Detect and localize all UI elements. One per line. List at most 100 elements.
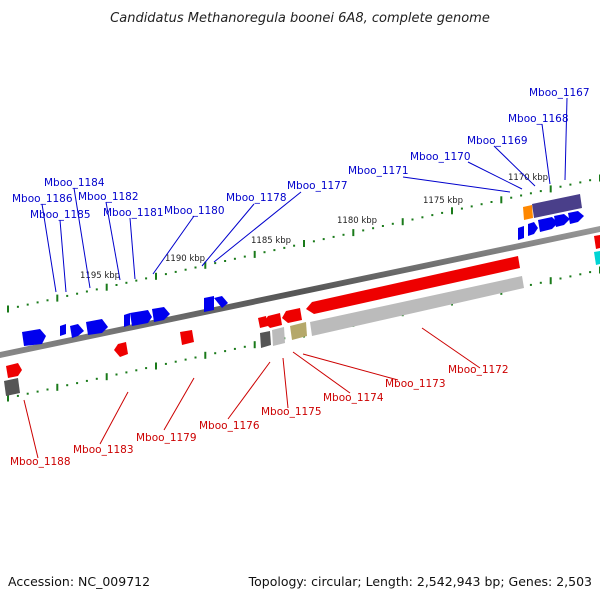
minor-tick <box>26 392 29 395</box>
minor-tick <box>372 227 375 230</box>
minor-tick <box>391 222 394 225</box>
major-tick <box>7 394 9 402</box>
label-mboo-1181[interactable]: Mboo_1181 <box>103 207 164 219</box>
minor-tick <box>589 271 592 274</box>
label-mboo-1188[interactable]: Mboo_1188 <box>10 456 71 468</box>
accession-text: Accession: NC_009712 <box>8 574 150 589</box>
minor-tick <box>66 384 69 387</box>
label-mboo-1167[interactable]: Mboo_1167 <box>529 87 590 99</box>
gene-mboo-1176b[interactable] <box>258 316 268 328</box>
minor-tick <box>569 275 572 278</box>
gene-mboo-1184[interactable] <box>86 319 108 335</box>
gene-mboo-1167[interactable] <box>568 211 584 224</box>
label-mboo-1178[interactable]: Mboo_1178 <box>226 192 287 204</box>
minor-tick <box>431 214 434 217</box>
kbp-label-1170: 1170 kbp <box>508 173 548 183</box>
gene-mboo-1176[interactable] <box>264 313 282 328</box>
label-mboo-1186[interactable]: Mboo_1186 <box>12 193 73 205</box>
minor-tick <box>243 255 246 258</box>
lower-gene-labels: Mboo_1172 Mboo_1173 Mboo_1174 Mboo_1175 … <box>10 364 509 468</box>
label-mboo-1173[interactable]: Mboo_1173 <box>385 378 446 390</box>
label-mboo-1180[interactable]: Mboo_1180 <box>164 205 225 217</box>
minor-tick <box>224 260 227 262</box>
major-tick <box>204 351 207 359</box>
label-mboo-1182[interactable]: Mboo_1182 <box>78 191 139 203</box>
minor-tick <box>194 356 197 359</box>
minor-tick <box>214 352 217 355</box>
minor-tick <box>85 290 88 293</box>
gene-block-khaki[interactable] <box>290 322 307 340</box>
gene-block-purple[interactable] <box>532 194 582 218</box>
gene-mboo-1180[interactable] <box>152 307 170 322</box>
label-mboo-1170[interactable]: Mboo_1170 <box>410 151 471 163</box>
gene-mboo-1182[interactable] <box>124 313 130 327</box>
minor-tick <box>145 367 148 370</box>
kbp-label-1185: 1185 kbp <box>251 236 291 246</box>
minor-tick <box>312 240 315 243</box>
major-tick <box>253 341 256 349</box>
gene-mboo-1171[interactable] <box>518 226 524 240</box>
minor-tick <box>579 273 582 276</box>
minor-tick <box>36 301 39 304</box>
label-mboo-1183[interactable]: Mboo_1183 <box>73 444 134 456</box>
label-mboo-1175[interactable]: Mboo_1175 <box>261 406 322 418</box>
gene-mboo-1183[interactable] <box>114 342 128 357</box>
gene-mboo-1188[interactable] <box>6 363 22 378</box>
minor-tick <box>36 390 39 393</box>
minor-tick <box>16 394 19 397</box>
minor-tick <box>529 192 532 195</box>
gene-mboo-1170[interactable] <box>528 222 538 236</box>
major-tick <box>303 240 305 247</box>
gene-mboo-1175-block[interactable] <box>282 308 302 323</box>
gene-block-dark-gray[interactable] <box>260 331 271 348</box>
minor-tick <box>164 273 167 276</box>
label-mboo-1169[interactable]: Mboo_1169 <box>467 135 528 147</box>
gene-block-orange[interactable] <box>523 205 533 220</box>
gene-block-cyan[interactable] <box>594 251 600 265</box>
label-mboo-1177[interactable]: Mboo_1177 <box>287 180 348 192</box>
major-tick <box>155 272 157 280</box>
minor-tick <box>26 303 29 306</box>
major-tick <box>105 283 108 291</box>
minor-tick <box>214 262 217 265</box>
label-mboo-1171[interactable]: Mboo_1171 <box>348 165 409 177</box>
minor-tick <box>135 279 138 282</box>
gene-red-edge[interactable] <box>594 235 600 249</box>
gene-block-light-gray[interactable] <box>272 327 285 346</box>
gene-mboo-1168[interactable] <box>554 214 570 227</box>
gene-mboo-1181[interactable] <box>130 310 152 326</box>
upper-callout-lines <box>41 97 568 293</box>
label-mboo-1168[interactable]: Mboo_1168 <box>508 113 569 125</box>
major-tick <box>56 294 59 302</box>
minor-tick <box>441 211 444 214</box>
gene-mboo-1186[interactable] <box>60 324 66 336</box>
label-mboo-1184[interactable]: Mboo_1184 <box>44 177 105 189</box>
gene-mboo-1178[interactable] <box>204 296 214 312</box>
gene-block-dark-gray-left[interactable] <box>4 378 20 396</box>
minor-tick <box>46 299 49 302</box>
gene-mboo-1185[interactable] <box>70 324 84 338</box>
gene-mboo-1177[interactable] <box>214 296 228 308</box>
label-mboo-1174[interactable]: Mboo_1174 <box>323 392 384 404</box>
label-mboo-1185[interactable]: Mboo_1185 <box>30 209 91 221</box>
minor-tick <box>342 233 345 236</box>
minor-tick <box>381 225 384 227</box>
gene-block-gray-long[interactable] <box>310 276 524 336</box>
label-mboo-1179[interactable]: Mboo_1179 <box>136 432 197 444</box>
minor-tick <box>470 205 473 208</box>
minor-tick <box>135 369 138 372</box>
minor-tick <box>322 238 325 241</box>
gene-mboo-1172[interactable] <box>306 256 520 314</box>
minor-tick <box>539 190 542 193</box>
minor-tick <box>95 377 98 380</box>
minor-tick <box>76 382 79 385</box>
minor-tick <box>559 277 562 280</box>
minor-tick <box>539 281 542 284</box>
gene-mboo-1188-fwd[interactable] <box>22 329 46 346</box>
major-tick <box>105 373 108 381</box>
label-mboo-1176[interactable]: Mboo_1176 <box>199 420 260 432</box>
gene-mboo-1179[interactable] <box>180 330 194 345</box>
major-tick <box>56 383 59 391</box>
gene-mboo-1169[interactable] <box>538 217 558 232</box>
label-mboo-1172[interactable]: Mboo_1172 <box>448 364 509 376</box>
